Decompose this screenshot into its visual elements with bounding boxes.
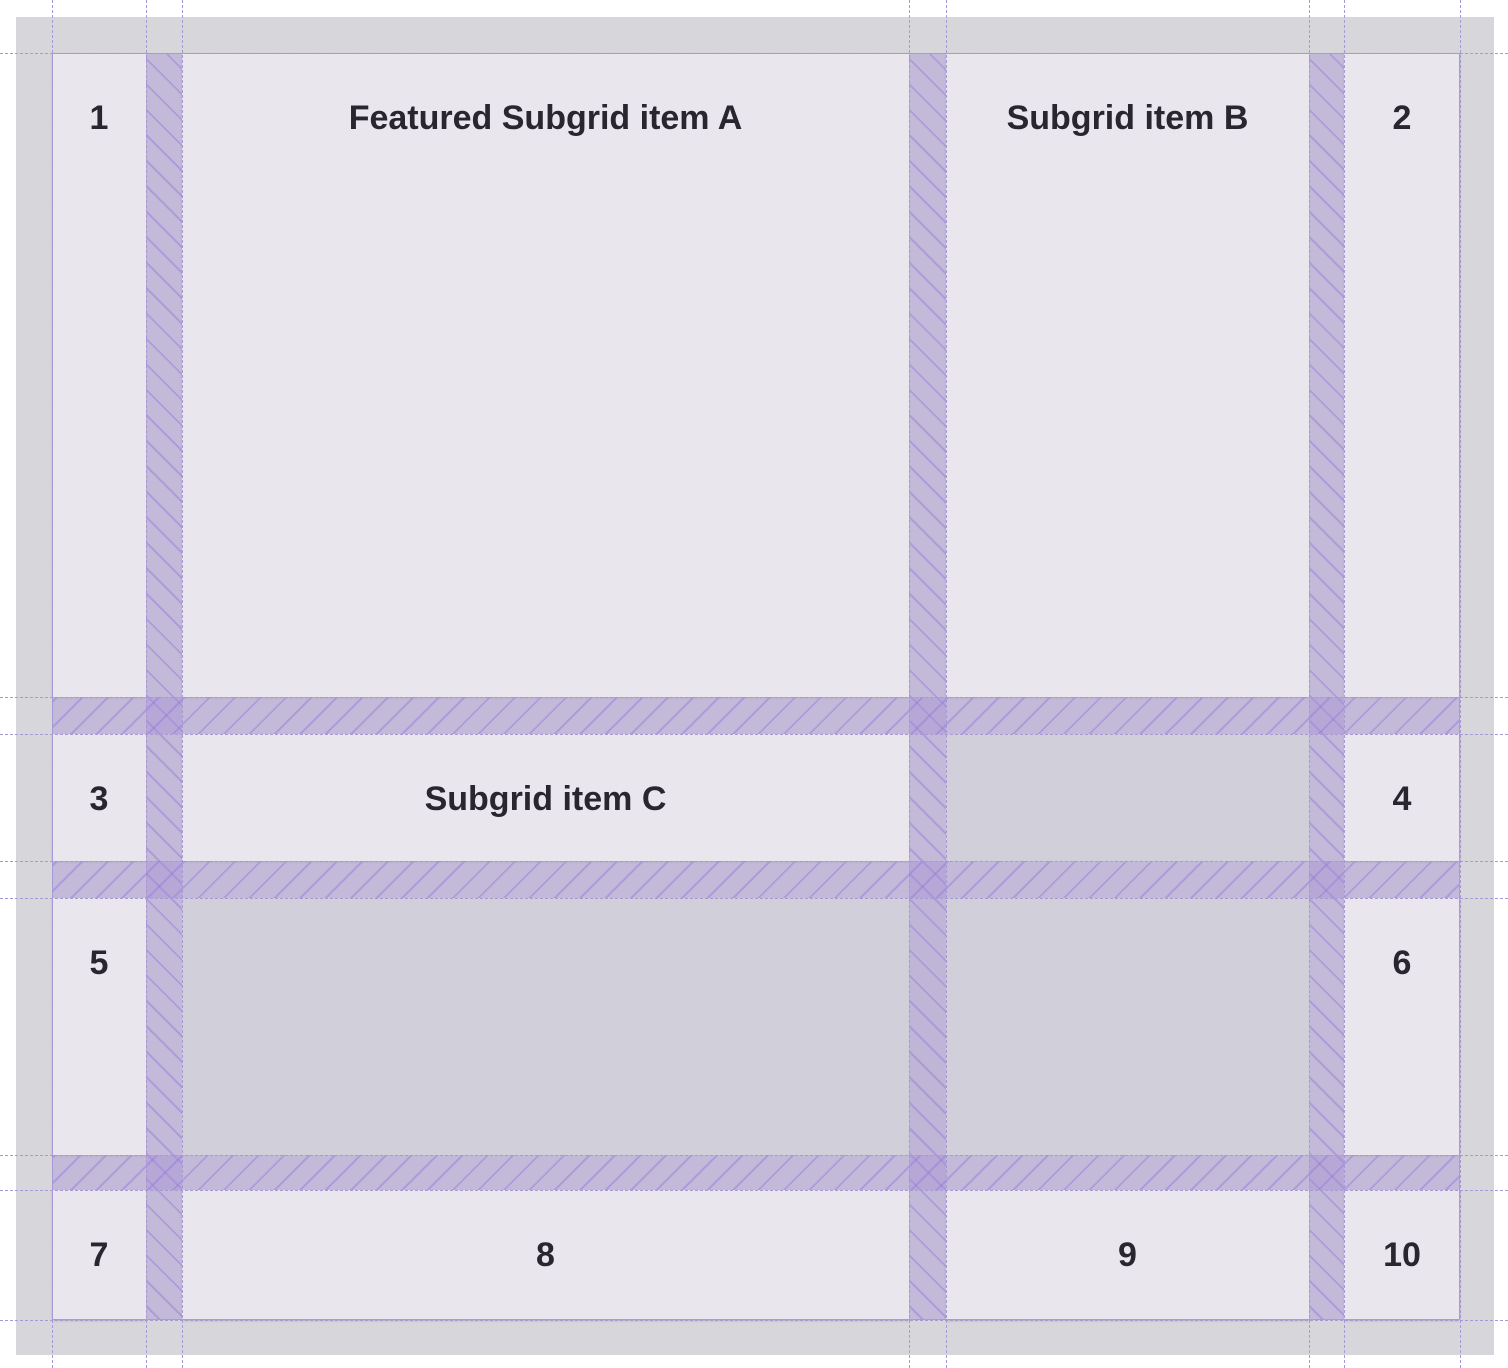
grid-item-1: 1 bbox=[52, 53, 146, 697]
grid-line bbox=[0, 1190, 1508, 1191]
grid-line bbox=[52, 0, 53, 1368]
row-gap bbox=[52, 1155, 1460, 1190]
grid-item-3: 3 bbox=[52, 734, 146, 861]
subgrid-item-a: Featured Subgrid item A bbox=[182, 53, 909, 697]
grid-item-6: 6 bbox=[1344, 898, 1460, 1155]
grid-line bbox=[1344, 0, 1345, 1368]
grid-line bbox=[1309, 0, 1310, 1368]
subgrid-item-c: Subgrid item C bbox=[182, 734, 909, 861]
grid-line bbox=[0, 1320, 1508, 1321]
grid-item-4: 4 bbox=[1344, 734, 1460, 861]
empty-subgrid-cell bbox=[946, 734, 1309, 861]
grid-line bbox=[146, 0, 147, 1368]
empty-subgrid-area bbox=[182, 898, 1309, 1155]
row-gap bbox=[52, 861, 1460, 898]
grid-line bbox=[0, 697, 1508, 698]
grid-item-5: 5 bbox=[52, 898, 146, 1155]
column-gap bbox=[909, 53, 946, 1320]
grid-item-10: 10 bbox=[1344, 1190, 1460, 1320]
grid-line bbox=[0, 898, 1508, 899]
grid-line bbox=[182, 0, 183, 1368]
grid-line bbox=[946, 0, 947, 1368]
grid-item-8: 8 bbox=[182, 1190, 909, 1320]
grid-item-2: 2 bbox=[1344, 53, 1460, 697]
grid-item-7: 7 bbox=[52, 1190, 146, 1320]
grid-line bbox=[1460, 0, 1461, 1368]
column-gap bbox=[1309, 53, 1344, 1320]
subgrid-item-b: Subgrid item B bbox=[946, 53, 1309, 697]
grid-container-outline bbox=[52, 53, 1460, 1320]
row-gap bbox=[52, 697, 1460, 734]
column-gap bbox=[146, 53, 182, 1320]
grid-line bbox=[0, 734, 1508, 735]
grid-line bbox=[909, 0, 910, 1368]
grid-item-9: 9 bbox=[946, 1190, 1309, 1320]
grid-line bbox=[0, 1155, 1508, 1156]
grid-line bbox=[0, 861, 1508, 862]
grid-line bbox=[0, 53, 1508, 54]
